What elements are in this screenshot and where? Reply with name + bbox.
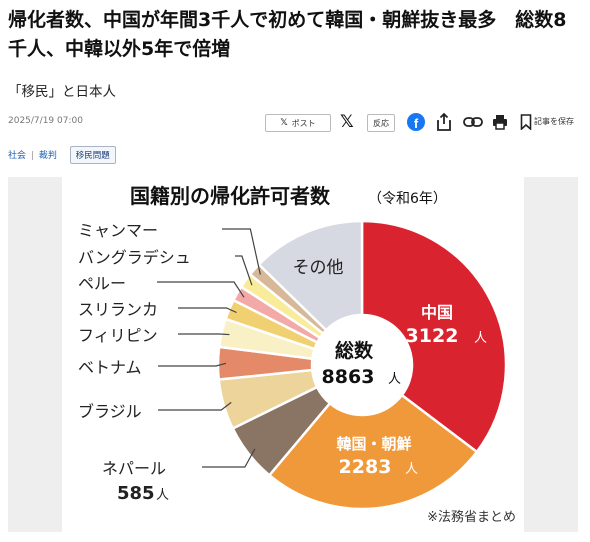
leader-line-4 xyxy=(178,333,230,336)
label-leader-lines xyxy=(157,228,261,468)
label-brazil: ブラジル xyxy=(78,402,142,421)
category-link-court[interactable]: 裁判 xyxy=(38,151,57,161)
share-icon[interactable] xyxy=(436,112,452,132)
label-nepal-unit: 人 xyxy=(156,488,169,503)
x-share-icon[interactable]: 𝕏 xyxy=(340,112,354,132)
leader-line-5 xyxy=(158,362,227,367)
label-bangladesh: バングラデシュ xyxy=(78,248,191,267)
topic-badge-immigration[interactable]: 移民問題 xyxy=(69,146,116,164)
label-nepal: ネパール xyxy=(102,459,166,478)
category-link-society[interactable]: 社会 xyxy=(8,151,27,161)
label-korea-value: 2283 xyxy=(339,456,392,478)
article-subtitle[interactable]: 「移民」と日本人 xyxy=(8,84,116,100)
reaction-button[interactable]: 反応 xyxy=(367,114,395,132)
label-myanmar: ミャンマー xyxy=(78,221,158,240)
label-korea-name: 韓国・朝鮮 xyxy=(336,435,411,453)
label-china-unit: 人 xyxy=(474,331,487,346)
facebook-glyph: f xyxy=(413,116,419,131)
save-article-label[interactable]: 記事を保存 xyxy=(534,117,574,126)
donut-hole xyxy=(312,315,412,415)
chart-source-note: ※法務省まとめ xyxy=(427,510,516,525)
donut-slices xyxy=(216,219,508,511)
chart-title-suffix: （令和6年） xyxy=(368,191,447,207)
article-headline: 帰化者数、中国が年間3千人で初めて韓国・朝鮮抜き最多 総数8千人、中韓以外5年で… xyxy=(8,9,567,60)
chart-panel: 国籍別の帰化許可者数 （令和6年） 中国 3122 人 韓国・朝鮮 2283 人… xyxy=(62,177,524,532)
label-vietnam: ベトナム xyxy=(78,358,142,377)
copy-link-icon[interactable] xyxy=(463,115,483,129)
center-total-label: 総数 xyxy=(335,339,374,362)
leader-line-2 xyxy=(157,281,245,298)
chart-title: 国籍別の帰化許可者数 xyxy=(130,184,331,208)
article-tags: 社会 | 裁判 移民問題 xyxy=(8,146,116,164)
leader-line-6 xyxy=(158,401,232,411)
article-meta-toolbar: 2025/7/19 07:00 𝕏 ポスト 𝕏 反応 f 記事を保存 xyxy=(8,112,582,134)
label-srilanka: スリランカ xyxy=(78,300,158,319)
label-korea-unit: 人 xyxy=(405,462,418,477)
category-separator: | xyxy=(30,151,34,161)
label-china-name: 中国 xyxy=(421,303,453,322)
bookmark-icon[interactable] xyxy=(520,114,532,130)
reaction-button-label: 反応 xyxy=(373,118,389,128)
label-other-name: その他 xyxy=(293,258,344,278)
x-logo-icon: 𝕏 xyxy=(280,118,288,128)
center-total-value: 8863 xyxy=(322,366,375,388)
article-figure: 国籍別の帰化許可者数 （令和6年） 中国 3122 人 韓国・朝鮮 2283 人… xyxy=(8,177,578,532)
label-nepal-value: 585 xyxy=(117,483,155,504)
label-philippines: フィリピン xyxy=(78,326,158,345)
label-china-value: 3122 xyxy=(406,325,459,347)
leader-line-1 xyxy=(235,255,253,286)
print-icon[interactable] xyxy=(492,114,508,130)
post-button-label: ポスト xyxy=(291,118,316,128)
center-total-unit: 人 xyxy=(388,372,401,387)
naturalization-donut-chart: 国籍別の帰化許可者数 （令和6年） 中国 3122 人 韓国・朝鮮 2283 人… xyxy=(78,184,516,525)
leader-line-0 xyxy=(222,228,261,275)
label-peru: ペルー xyxy=(78,274,126,293)
publish-date: 2025/7/19 07:00 xyxy=(8,116,83,126)
facebook-share-icon[interactable]: f xyxy=(407,113,425,131)
leader-line-3 xyxy=(178,307,237,314)
leader-line-7 xyxy=(202,448,256,468)
post-to-x-button[interactable]: 𝕏 ポスト xyxy=(265,114,331,132)
